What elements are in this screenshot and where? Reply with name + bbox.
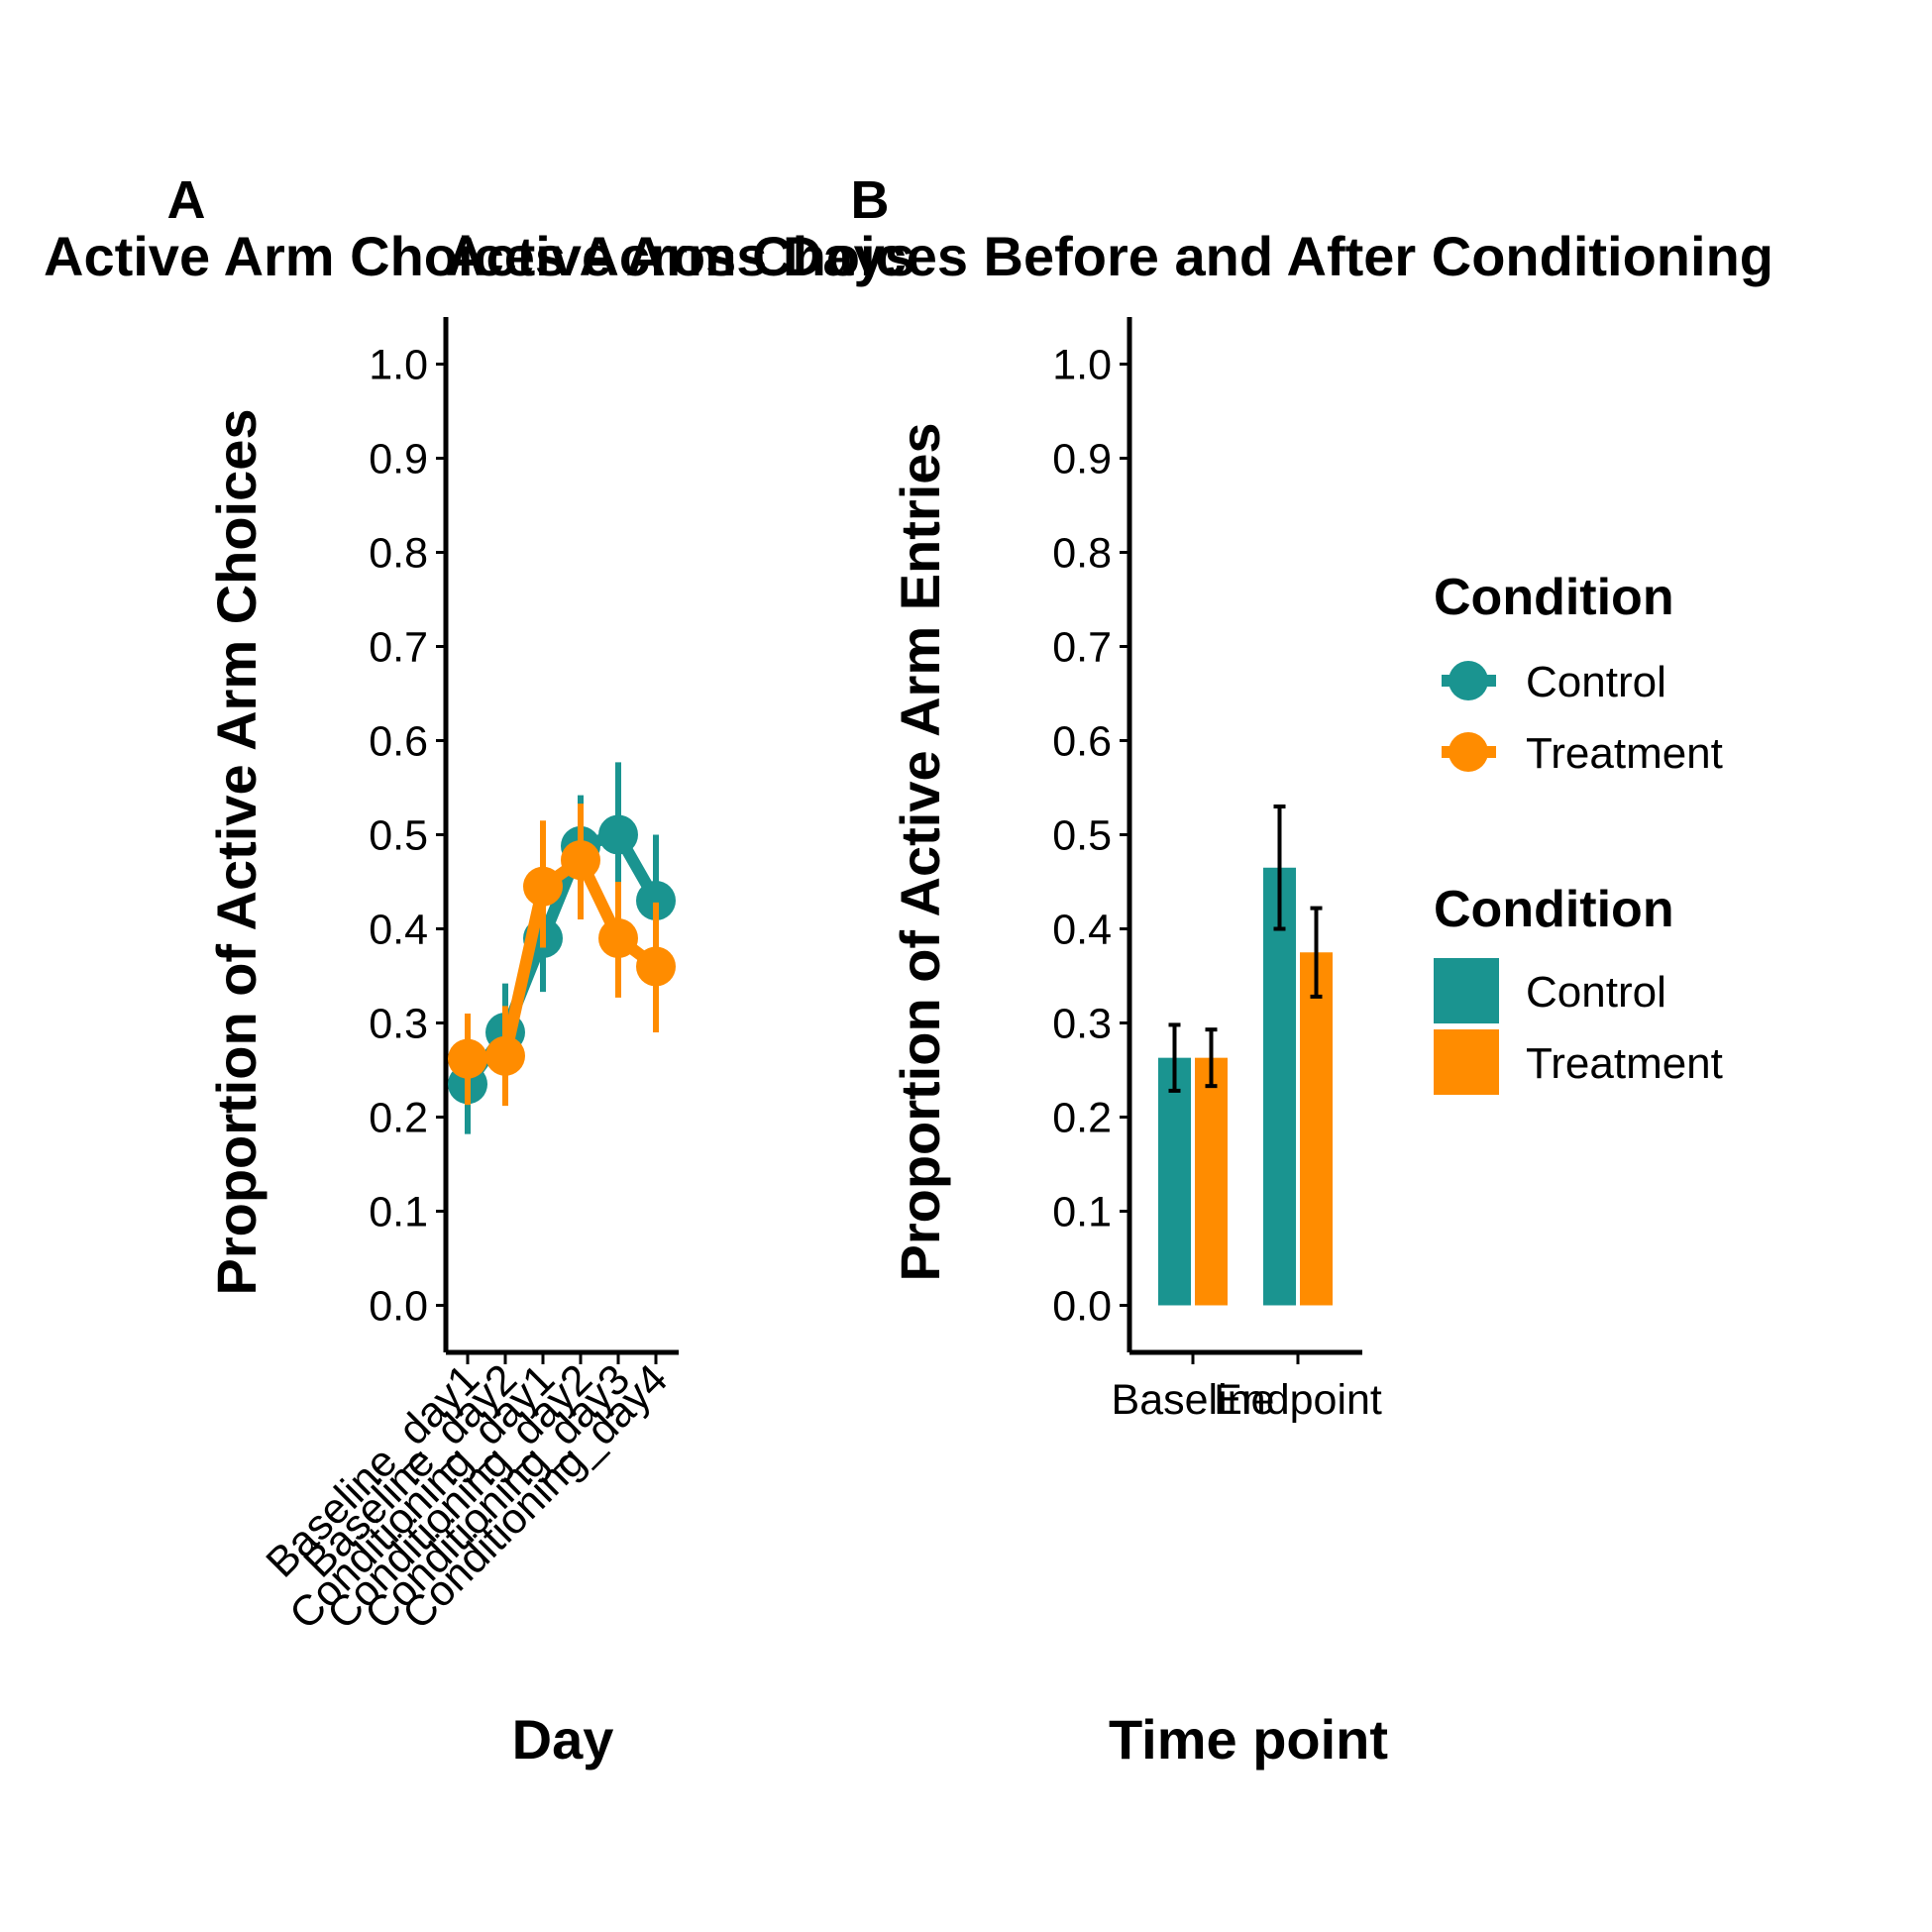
legend-2-key-swatch	[1434, 958, 1499, 1023]
panel-b-title: Active Arm Choices Before and After Cond…	[446, 225, 1773, 287]
panel-a-line-chart: 0.00.10.20.30.40.50.60.70.80.91.0Baselin…	[258, 317, 679, 1639]
legend-1-label-control: Control	[1526, 658, 1666, 706]
panel-b-y-tick-label: 0.1	[1052, 1189, 1112, 1236]
legend-2-key-swatch	[1434, 1029, 1499, 1095]
panel-a-treatment-point	[598, 918, 638, 958]
panel-a-y-tick-label: 0.2	[369, 1095, 428, 1142]
panel-b-x-tick-label: Baseline	[1112, 1376, 1275, 1424]
legend-1-label-treatment: Treatment	[1526, 729, 1723, 778]
panel-b-y-axis-title: Proportion of Active Arm Entries	[889, 422, 951, 1281]
panel-b-x-tick-label: Endpoint	[1214, 1376, 1382, 1424]
panel-a-y-axis-title: Proportion of Active Arm Choices	[205, 408, 268, 1295]
panel-a-y-tick-label: 0.6	[369, 718, 428, 766]
panel-a-treatment-point	[448, 1038, 487, 1079]
panel-a-y-tick-label: 1.0	[369, 342, 428, 389]
panel-a-y-tick-label: 0.4	[369, 907, 428, 954]
panel-a-title: Active Arm Choices Across Days	[44, 225, 915, 287]
panel-a-control-point	[598, 814, 638, 855]
panel-b-y-tick-label: 0.2	[1052, 1095, 1112, 1142]
legend-1-key-point	[1449, 732, 1488, 772]
legend-2-title: Condition	[1434, 881, 1674, 938]
panel-a-y-tick-label: 0.1	[369, 1189, 428, 1236]
panel-a-x-axis-title: Day	[512, 1708, 614, 1771]
panel-b-y-tick-label: 0.3	[1052, 1001, 1112, 1048]
legend-2-label-control: Control	[1526, 968, 1666, 1017]
panel-a-y-tick-label: 0.7	[369, 624, 428, 672]
panel-b-y-tick-label: 0.5	[1052, 812, 1112, 860]
panel-a-y-tick-label: 0.3	[369, 1001, 428, 1048]
panel-b-control-bar	[1263, 867, 1296, 1306]
panel-b-treatment-bar	[1195, 1057, 1228, 1306]
panel-b-bar-chart: 0.0 0.1 0.2 0.3 0.4 0.5 0.6 0.7 0.8 0.9 1.0 Baselin…	[1052, 317, 1382, 1424]
panel-a-y-tick-label: 0.5	[369, 812, 428, 860]
legend-fill: Condition Control Treatment	[1434, 881, 1723, 1095]
panel-b-y-tick-label: 0.7	[1052, 624, 1112, 672]
panel-b-treatment-bar	[1300, 952, 1333, 1306]
panel-b-y-tick-label: 0.9	[1052, 436, 1112, 483]
legend-2-label-treatment: Treatment	[1526, 1039, 1723, 1088]
panel-a-treatment-point	[636, 946, 676, 987]
panel-a-y-tick-label: 0.0	[369, 1283, 428, 1331]
panel-b-x-axis-title: Time point	[1109, 1708, 1388, 1771]
panel-b-y-tick-label: 1.0	[1052, 342, 1112, 389]
legend-point-line: Condition Control Treatment	[1434, 569, 1723, 778]
panel-a-treatment-point	[523, 866, 563, 907]
panel-a-tag: A	[167, 170, 206, 230]
panel-a-y-tick-label: 0.8	[369, 530, 428, 578]
panel-b-tag: B	[851, 170, 890, 230]
panel-b-y-tick-label: 0.4	[1052, 907, 1112, 954]
panel-a-treatment-point	[561, 840, 600, 881]
panel-b-control-bar	[1158, 1057, 1191, 1306]
panel-b-y-tick-label: 0.0	[1052, 1283, 1112, 1331]
panel-a-control-point	[636, 881, 676, 920]
panel-b-y-tick-label: 0.8	[1052, 530, 1112, 578]
panel-b-y-tick-label: 0.6	[1052, 718, 1112, 766]
panel-a-y-tick-label: 0.9	[369, 436, 428, 483]
legend-1-key-point	[1449, 661, 1488, 700]
panel-a-treatment-point	[485, 1035, 525, 1076]
legend-1-title: Condition	[1434, 569, 1674, 626]
